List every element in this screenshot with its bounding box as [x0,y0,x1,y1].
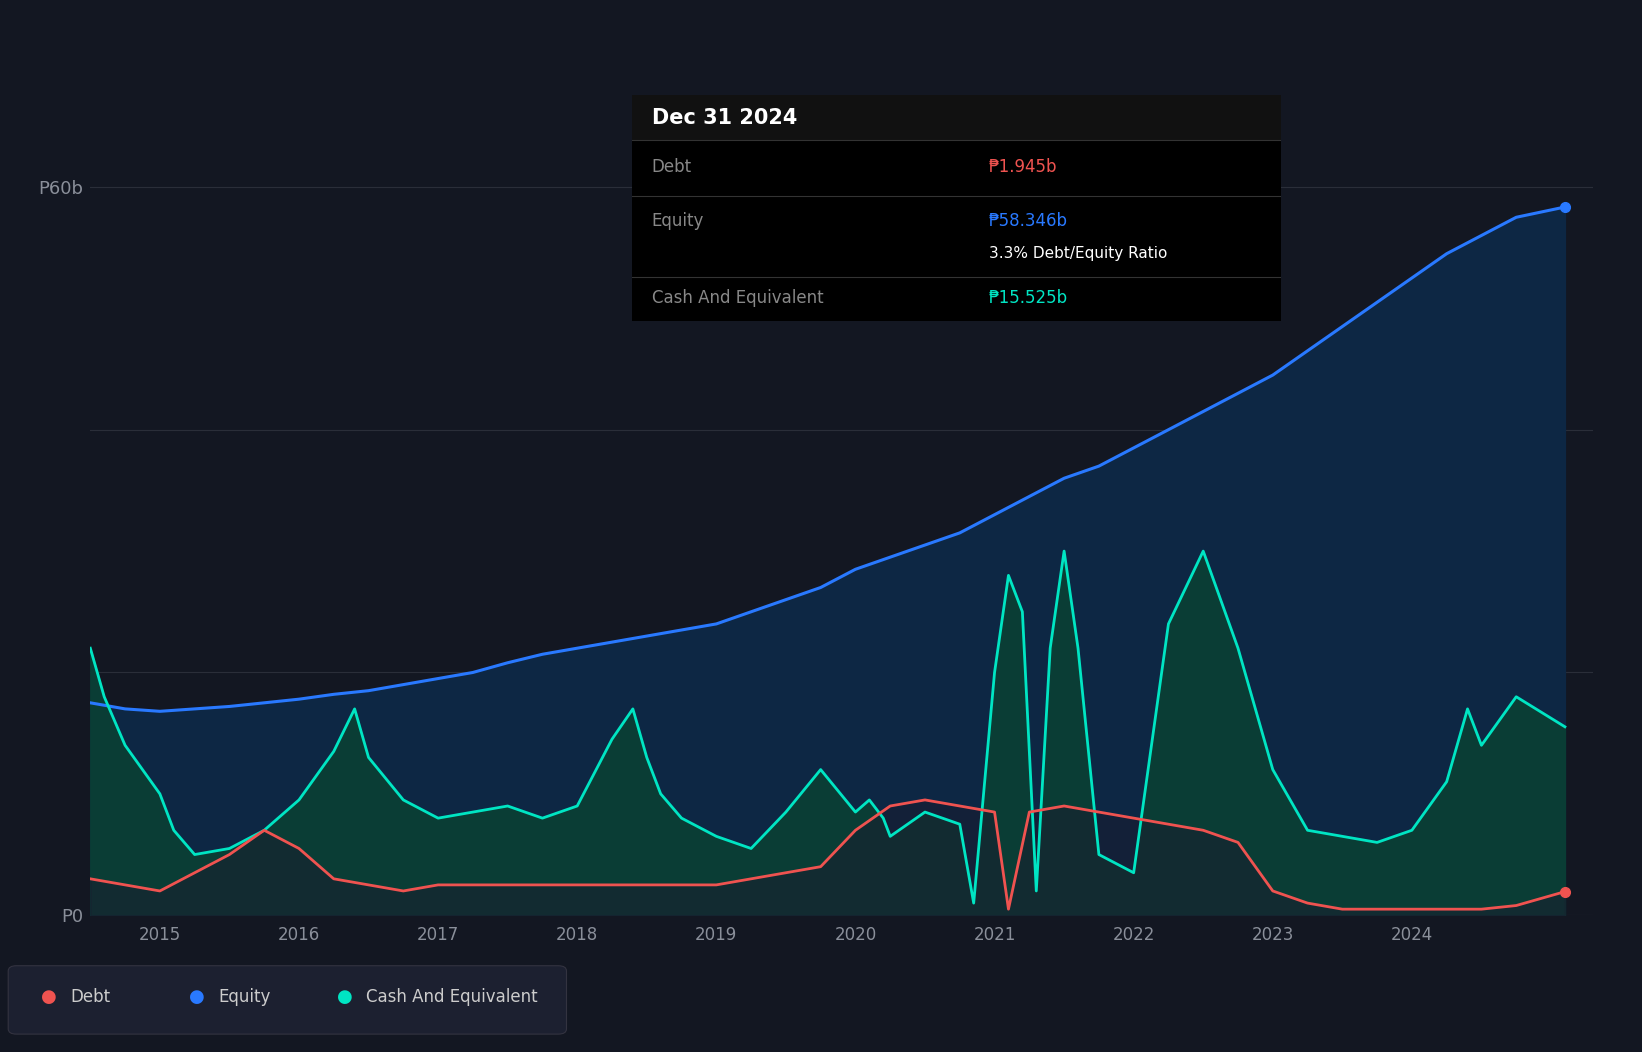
Text: ●: ● [41,988,57,1007]
Text: Debt: Debt [652,158,691,176]
Text: Debt: Debt [71,988,110,1007]
Text: ●: ● [337,988,353,1007]
Text: Cash And Equivalent: Cash And Equivalent [652,289,823,307]
FancyBboxPatch shape [632,95,1281,140]
Text: Dec 31 2024: Dec 31 2024 [652,108,796,128]
Text: Equity: Equity [218,988,271,1007]
Text: ₱58.346b: ₱58.346b [988,213,1067,230]
Text: ₱1.945b: ₱1.945b [988,158,1057,176]
Text: ●: ● [189,988,205,1007]
Text: Cash And Equivalent: Cash And Equivalent [366,988,539,1007]
Text: Equity: Equity [652,213,704,230]
Text: 3.3% Debt/Equity Ratio: 3.3% Debt/Equity Ratio [988,245,1167,261]
Text: ₱15.525b: ₱15.525b [988,289,1067,307]
